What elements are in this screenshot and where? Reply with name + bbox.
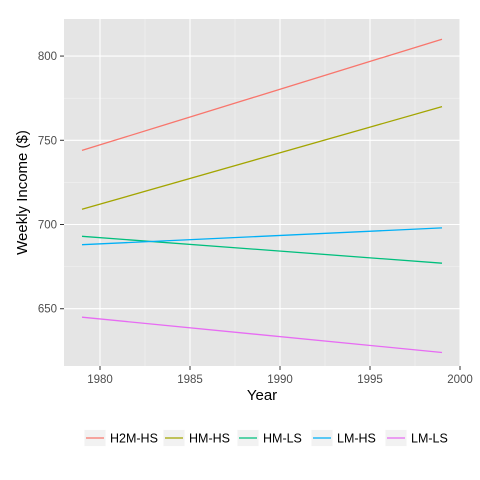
x-tick-label: 2000 (447, 374, 473, 386)
x-tick-label: 1995 (357, 374, 383, 386)
y-axis-title: Weekly Income ($) (14, 130, 31, 255)
legend-label: HM-HS (189, 432, 230, 446)
plot-panel (64, 19, 460, 366)
series-line-lm-ls (81, 316, 443, 354)
legend: H2M-HS HM-HS HM-LS LM-HS LM-LS (83, 429, 448, 447)
major-gridlines (64, 19, 461, 366)
x-axis-title: Year (247, 387, 277, 404)
x-tick-label: 1985 (177, 374, 203, 386)
legend-item-lm-ls: LM-LS (384, 429, 448, 447)
legend-item-h2m-hs: H2M-HS (83, 429, 158, 447)
y-tick-label: 700 (38, 220, 57, 232)
minor-gridlines (64, 19, 460, 366)
legend-label: H2M-HS (110, 432, 158, 446)
x-tick-label: 1980 (87, 374, 113, 386)
y-tick-label: 750 (38, 135, 57, 147)
legend-label: HM-LS (263, 432, 302, 446)
series-line-hm-hs (81, 105, 443, 210)
legend-item-hm-ls: HM-LS (236, 429, 302, 447)
series-lines (81, 38, 443, 354)
series-line-hm-ls (81, 235, 443, 264)
series-line-h2m-hs (81, 38, 443, 152)
legend-item-lm-hs: LM-HS (310, 429, 376, 447)
y-tick-label: 800 (38, 51, 57, 63)
x-axis: 1980 1985 1990 1995 2000 (87, 366, 473, 386)
y-axis: 650 700 750 800 (38, 51, 64, 316)
y-tick-label: 650 (38, 304, 57, 316)
series-line-lm-hs (81, 227, 443, 246)
legend-label: LM-LS (411, 432, 448, 446)
legend-item-hm-hs: HM-HS (162, 429, 230, 447)
legend-label: LM-HS (337, 432, 376, 446)
x-tick-label: 1990 (267, 374, 293, 386)
